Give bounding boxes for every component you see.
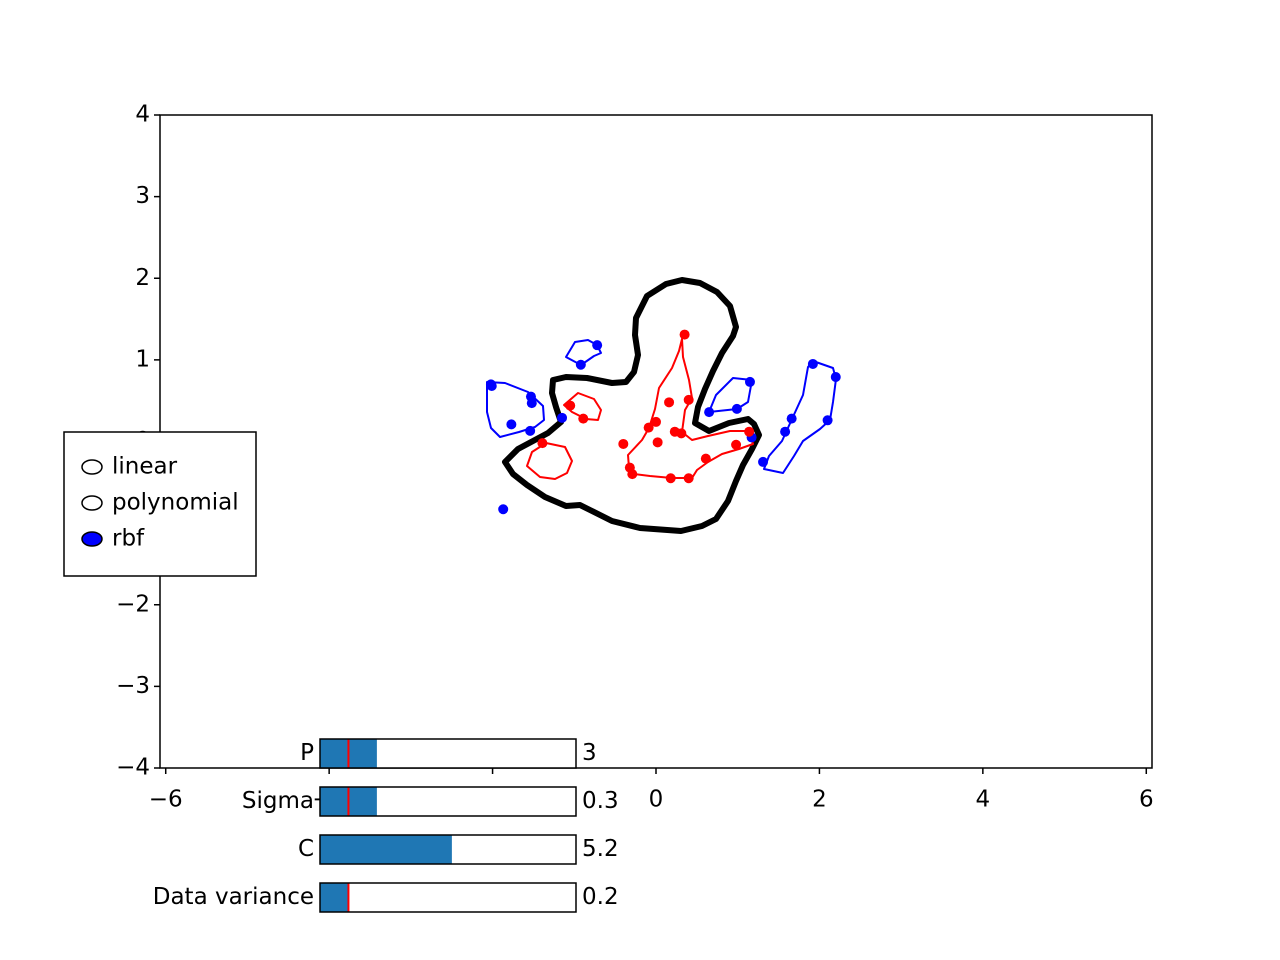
margin-contour <box>486 381 545 438</box>
point <box>758 456 769 467</box>
slider: Sigma 0.3 <box>242 786 619 817</box>
y-tick-label: −4 <box>116 755 150 781</box>
slider-value: 0.3 <box>582 788 619 814</box>
y-tick-label: 4 <box>135 102 150 128</box>
slider-label: C <box>298 836 314 862</box>
margin-contour <box>563 392 602 421</box>
point <box>486 380 497 391</box>
point <box>807 358 818 369</box>
point <box>683 473 694 484</box>
point <box>704 407 715 418</box>
y-tick-label: 2 <box>135 265 150 291</box>
x-tick-label: 6 <box>1139 787 1154 813</box>
point <box>700 453 711 464</box>
x-tick-label: 4 <box>976 787 991 813</box>
point <box>664 397 675 408</box>
slider-border <box>319 882 577 913</box>
point <box>731 403 742 414</box>
margin-contour <box>627 338 754 479</box>
point <box>498 504 509 515</box>
point <box>643 422 654 433</box>
margin-contour <box>526 442 573 480</box>
point <box>822 415 833 426</box>
point <box>557 412 568 423</box>
x-tick-label: 2 <box>812 787 827 813</box>
point <box>578 413 589 424</box>
slider-fill <box>320 883 349 912</box>
radio-label[interactable]: polynomial <box>112 490 239 516</box>
slider-value: 3 <box>582 740 597 766</box>
point <box>592 340 603 351</box>
point <box>665 473 676 484</box>
point <box>526 398 537 409</box>
point <box>744 426 755 437</box>
slider-value: 0.2 <box>582 884 619 910</box>
point <box>744 376 755 387</box>
decision-boundary <box>502 277 762 534</box>
y-tick-label: −3 <box>116 673 150 699</box>
point <box>786 413 797 424</box>
point <box>575 359 586 370</box>
y-tick-label: 1 <box>135 346 150 372</box>
radio-button[interactable] <box>81 459 103 475</box>
point <box>565 400 576 411</box>
point <box>830 372 841 383</box>
point <box>780 426 791 437</box>
slider: Data variance 0.2 <box>153 882 619 913</box>
point <box>676 428 687 439</box>
y-tick-label: 3 <box>135 183 150 209</box>
radio-group: linear polynomial rbf <box>63 431 257 577</box>
slider-track[interactable] <box>320 883 576 912</box>
point <box>731 439 742 450</box>
slider-fill <box>320 835 452 864</box>
slider-label: P <box>300 740 314 766</box>
point <box>537 438 548 449</box>
point <box>618 438 629 449</box>
slider-label: Data variance <box>153 884 314 910</box>
slider-border <box>319 834 577 865</box>
slider-label: Sigma <box>242 788 314 814</box>
slider-border <box>319 738 577 769</box>
point <box>506 419 517 430</box>
point <box>679 329 690 340</box>
slider-border <box>319 786 577 817</box>
x-tick-label: 0 <box>649 787 664 813</box>
slider: C 5.2 <box>298 834 619 865</box>
x-tick-label: −6 <box>149 787 183 813</box>
radio-label[interactable]: rbf <box>112 526 145 552</box>
point <box>651 416 661 427</box>
point <box>627 469 638 480</box>
slider-value: 5.2 <box>582 836 619 862</box>
radio-button[interactable] <box>81 495 103 511</box>
point <box>652 437 663 448</box>
radio-button[interactable] <box>81 531 103 547</box>
radio-label[interactable]: linear <box>112 454 178 480</box>
point <box>525 425 536 436</box>
y-tick-label: −2 <box>116 591 150 617</box>
point <box>683 394 694 405</box>
